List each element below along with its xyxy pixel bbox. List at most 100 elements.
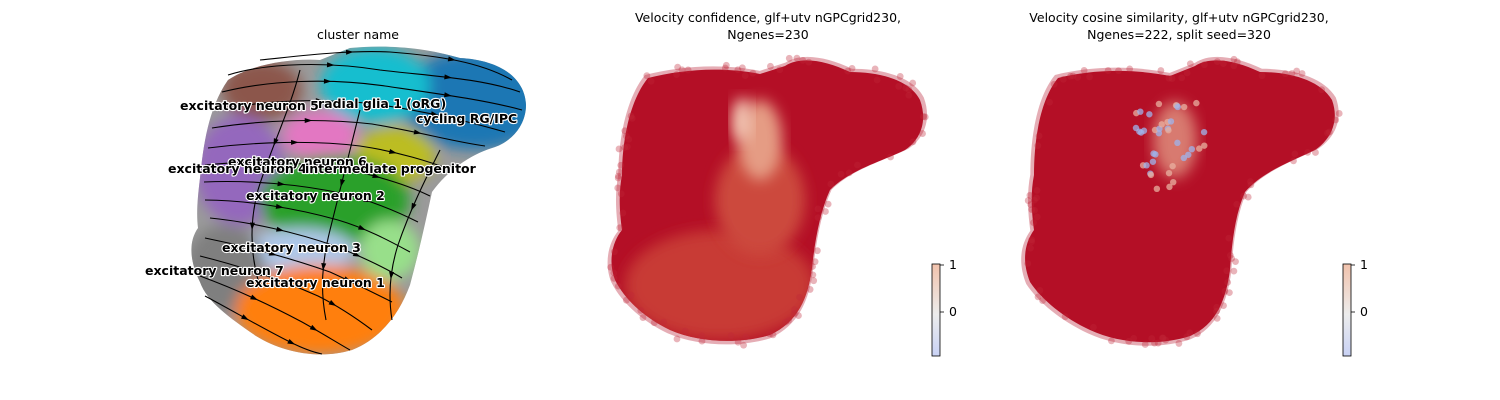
scatter-point [749, 69, 757, 77]
scatter-point [919, 113, 927, 120]
scatter-point [1151, 339, 1158, 347]
scatter-point [1126, 65, 1134, 73]
scatter-point [791, 306, 798, 314]
label-radial-glia-1: radial glia 1 (oRG) [318, 96, 446, 111]
streamline-arrow [276, 226, 284, 232]
scatter-point [625, 135, 633, 143]
scatter-point [1026, 191, 1034, 199]
scatter-point [647, 77, 655, 85]
scatter-point [1165, 127, 1172, 134]
scatter-point [1194, 330, 1201, 338]
scatter-point [734, 66, 742, 74]
scatter-point [1027, 244, 1034, 252]
streamline-arrow [287, 338, 296, 345]
scatter-point [1155, 100, 1163, 108]
scatter-point [1183, 333, 1191, 341]
scatter-point [1288, 70, 1296, 77]
scatter-point [1074, 73, 1082, 81]
scatter-point [727, 332, 735, 340]
scatter-point [742, 333, 750, 341]
scatter-point [619, 209, 627, 217]
scatter-point [637, 307, 645, 314]
panel3-colorbar-tick-0: 0 [1360, 304, 1368, 319]
streamline [199, 255, 373, 331]
panel3-scatter [1021, 55, 1343, 348]
scatter-point [615, 145, 623, 153]
panel1-title: cluster name [317, 27, 399, 42]
scatter-point [738, 64, 746, 72]
panel-velocity-cosine-similarity: Velocity cosine similarity, glf+utv nGPC… [1021, 10, 1368, 357]
streamline-arrow [343, 276, 352, 282]
scatter-point [1293, 67, 1301, 75]
scatter-point [1147, 171, 1155, 179]
label-intermediate-progenitor: intermediate progenitor [305, 161, 477, 176]
scatter-point [1213, 307, 1220, 315]
scatter-point [1193, 99, 1200, 107]
scatter-point [1325, 128, 1333, 136]
scatter-point [793, 54, 801, 62]
scatter-point [854, 161, 861, 169]
panel2-colorbar-tick-1: 1 [949, 257, 957, 272]
streamline-arrow [447, 56, 456, 62]
scatter-point [1258, 72, 1266, 80]
scatter-point [741, 72, 749, 80]
scatter-point [1290, 157, 1297, 165]
scatter-point [681, 327, 689, 335]
scatter-point [1223, 267, 1231, 275]
scatter-point [660, 318, 668, 326]
scatter-point [1027, 201, 1035, 208]
scatter-point [909, 138, 917, 146]
scatter-point [673, 71, 680, 79]
scatter-point [1332, 116, 1340, 124]
streamline-arrow [352, 251, 361, 257]
scatter-point [848, 64, 856, 72]
scatter-point [616, 224, 624, 232]
scatter-point [673, 335, 681, 343]
streamline [199, 275, 351, 351]
panel-velocity-confidence: Velocity confidence, glf+utv nGPCgrid230… [607, 10, 957, 357]
scatter-point [1033, 187, 1041, 194]
scatter-point [1061, 313, 1069, 321]
scatter-point [639, 314, 647, 321]
scatter-point [1031, 206, 1038, 214]
streamline-arrow [275, 203, 284, 209]
scatter-point [921, 113, 929, 121]
scatter-point [776, 66, 784, 74]
scatter-point [827, 180, 835, 188]
scatter-point [684, 66, 692, 74]
scatter-point [1067, 72, 1074, 80]
scatter-point [614, 184, 622, 192]
streamline-arrow [340, 178, 346, 187]
scatter-point [1200, 128, 1208, 136]
scatter-point [1039, 297, 1046, 304]
scatter-point [1130, 334, 1138, 342]
streamline-arrow [304, 117, 313, 124]
scatter-point [1086, 73, 1093, 81]
panel2-colorbar: 1 0 [931, 257, 957, 357]
scatter-point [622, 296, 630, 304]
scatter-point [1226, 251, 1234, 259]
scatter-point [902, 84, 910, 92]
scatter-point [1221, 287, 1229, 295]
scatter-point [887, 153, 894, 161]
scatter-point [1108, 337, 1115, 345]
scatter-point [1159, 334, 1167, 342]
scatter-point [766, 330, 773, 338]
scatter-point [785, 316, 793, 324]
scatter-point [611, 248, 618, 256]
scatter-point [1196, 145, 1203, 152]
streamline-arrow [430, 111, 439, 117]
scatter-point [1228, 255, 1236, 262]
scatter-point [824, 200, 832, 208]
scatter-point [785, 54, 793, 62]
panel-cluster-name: cluster name excitatory neuron 5 radial … [144, 27, 527, 355]
scatter-point [1185, 151, 1192, 158]
scatter-point [1312, 149, 1319, 156]
scatter-point [1152, 151, 1159, 158]
scatter-point [1024, 197, 1032, 204]
streamline-arrow [323, 78, 332, 84]
scatter-point [1213, 314, 1221, 322]
scatter-point [1157, 67, 1165, 74]
panel3-colorbar-tick-1: 1 [1360, 257, 1368, 272]
